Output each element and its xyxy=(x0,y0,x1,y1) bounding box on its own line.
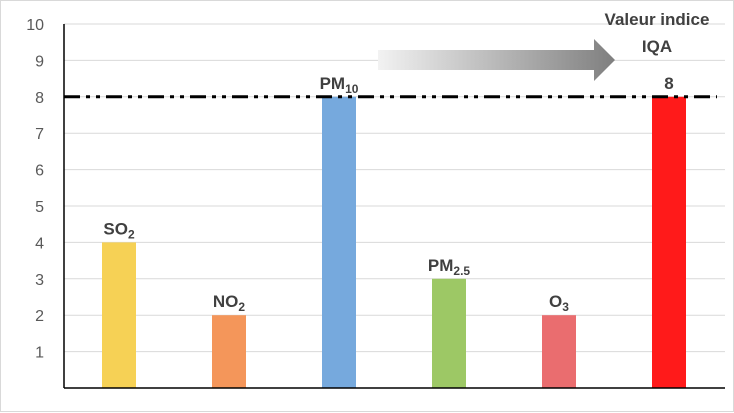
bar xyxy=(212,315,246,388)
bar-label: PM2.5 xyxy=(428,256,471,278)
y-tick-label: 6 xyxy=(35,163,44,180)
bar xyxy=(652,96,686,389)
trend-arrow xyxy=(378,39,615,81)
bar-label: PM10 xyxy=(320,74,359,96)
bar-label: NO2 xyxy=(213,292,246,314)
y-tick-label: 9 xyxy=(35,53,44,70)
y-tick-label: 3 xyxy=(35,272,44,289)
annotation-line1: Valeur indice xyxy=(605,10,710,29)
bar-label: O3 xyxy=(549,292,569,314)
y-tick-label: 10 xyxy=(26,17,44,34)
annotation-line2: IQA xyxy=(642,37,672,56)
y-tick-label: 5 xyxy=(35,199,44,216)
bar-label: SO2 xyxy=(103,219,135,241)
y-tick-label: 8 xyxy=(35,90,44,107)
y-tick-label: 7 xyxy=(35,126,44,143)
bar xyxy=(542,315,576,388)
bar xyxy=(322,96,356,389)
y-tick-label: 1 xyxy=(35,345,44,362)
bar-label: 8 xyxy=(664,74,673,93)
bar xyxy=(432,278,466,388)
y-tick-label: 4 xyxy=(35,235,44,252)
bar xyxy=(102,242,136,388)
y-tick-label: 2 xyxy=(35,308,44,325)
